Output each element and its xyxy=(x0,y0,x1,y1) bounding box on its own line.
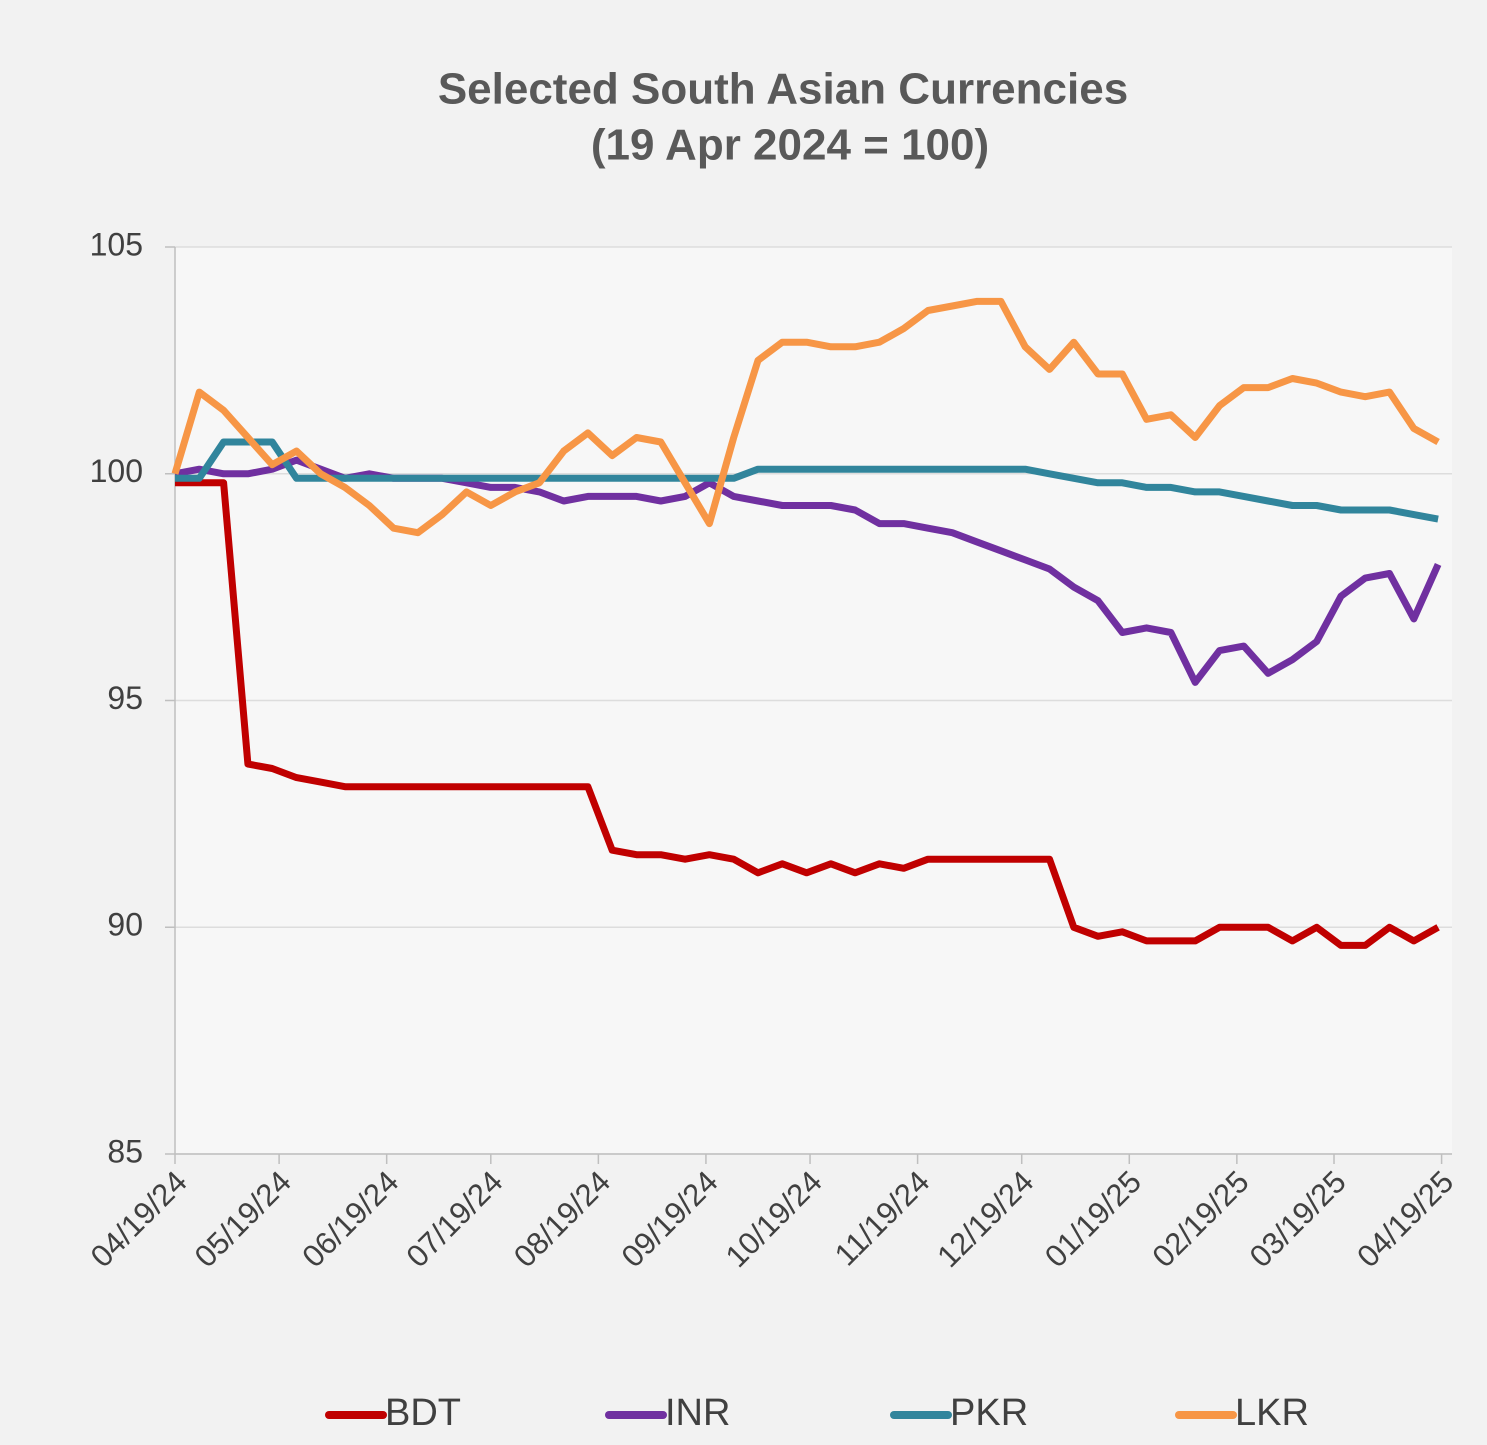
chart-title: Selected South Asian Currencies xyxy=(438,65,1128,114)
x-tick-label: 07/19/24 xyxy=(399,1164,509,1274)
x-tick-label: 02/19/25 xyxy=(1146,1164,1256,1274)
x-tick-label: 09/19/24 xyxy=(615,1164,725,1274)
x-tick-label: 10/19/24 xyxy=(719,1164,829,1274)
legend-label: PKR xyxy=(950,1392,1028,1434)
x-tick-label: 03/19/25 xyxy=(1243,1164,1353,1274)
x-tick-label: 08/19/24 xyxy=(507,1164,617,1274)
x-tick-label: 12/19/24 xyxy=(930,1164,1040,1274)
series-line xyxy=(171,297,1440,537)
y-tick-label: 105 xyxy=(90,226,143,262)
series-line xyxy=(175,479,1440,949)
y-tick-label: 100 xyxy=(90,453,143,489)
legend-label: INR xyxy=(665,1392,730,1434)
x-tick-label: 04/19/24 xyxy=(84,1164,194,1274)
x-tick-label: 04/19/25 xyxy=(1350,1164,1460,1274)
chart-subtitle: (19 Apr 2024 = 100) xyxy=(591,121,989,170)
x-tick-label: 11/19/24 xyxy=(828,1164,936,1272)
series-line xyxy=(175,438,1439,523)
x-tick-label: 06/19/24 xyxy=(295,1164,405,1274)
x-tick-label: 01/19/25 xyxy=(1038,1164,1148,1274)
y-tick-label: 90 xyxy=(107,907,143,943)
y-tick-label: 85 xyxy=(107,1133,143,1169)
x-tick-label: 05/19/24 xyxy=(188,1164,298,1274)
legend-label: BDT xyxy=(385,1392,461,1434)
legend-label: LKR xyxy=(1235,1392,1309,1434)
y-tick-label: 95 xyxy=(107,680,143,716)
